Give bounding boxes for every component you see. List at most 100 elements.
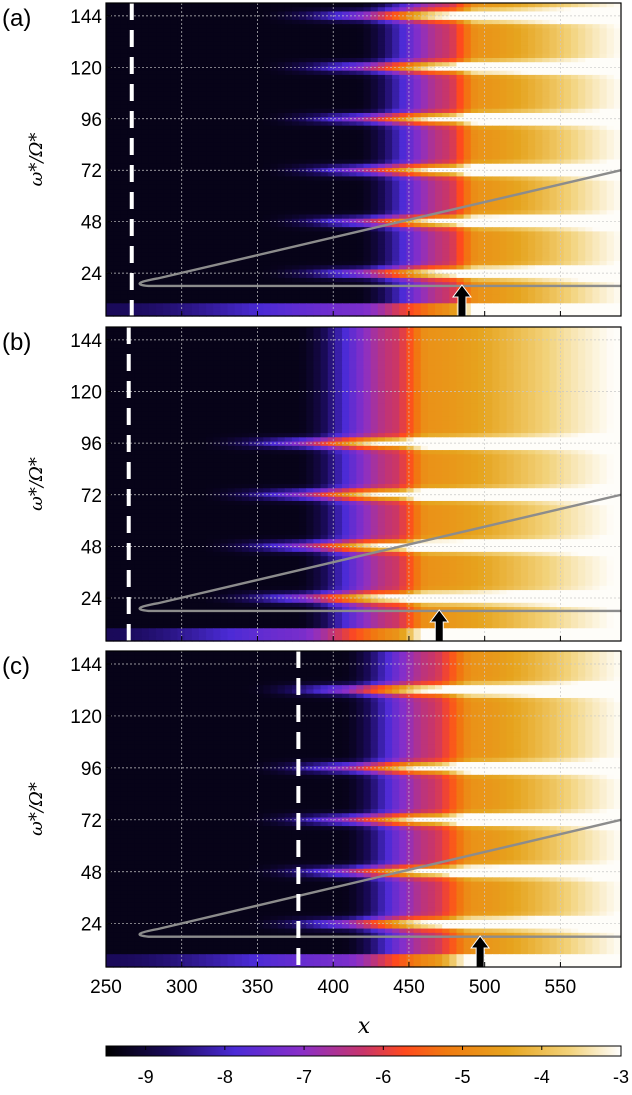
heatmap-cell bbox=[428, 50, 436, 55]
heatmap-cell bbox=[220, 151, 228, 156]
heatmap-cell bbox=[313, 58, 321, 63]
heatmap-cell bbox=[507, 261, 515, 266]
heatmap-cell bbox=[113, 257, 121, 262]
heatmap-cell bbox=[485, 24, 493, 29]
heatmap-cell bbox=[156, 138, 164, 143]
heatmap-cell bbox=[156, 7, 164, 12]
heatmap-cell bbox=[306, 269, 314, 274]
heatmap-cell bbox=[228, 138, 236, 143]
heatmap-cell bbox=[578, 198, 586, 203]
heatmap-cell bbox=[378, 126, 386, 131]
heatmap-cell bbox=[456, 198, 464, 203]
heatmap-cell bbox=[213, 83, 221, 88]
heatmap-cell bbox=[142, 79, 150, 84]
heatmap-cell bbox=[600, 130, 608, 135]
heatmap-cell bbox=[514, 172, 522, 177]
heatmap-cell bbox=[163, 151, 171, 156]
heatmap-cell bbox=[492, 147, 500, 152]
heatmap-cell bbox=[235, 16, 243, 21]
heatmap-cell bbox=[585, 3, 593, 8]
heatmap-cell bbox=[499, 172, 507, 177]
heatmap-cell bbox=[335, 96, 343, 101]
heatmap-cell bbox=[135, 291, 143, 296]
heatmap-cell bbox=[385, 248, 393, 253]
heatmap-cell bbox=[528, 253, 536, 258]
heatmap-cell bbox=[106, 143, 114, 148]
heatmap-cell bbox=[335, 198, 343, 203]
heatmap-cell bbox=[285, 265, 293, 270]
heatmap-cell bbox=[607, 130, 615, 135]
heatmap-cell bbox=[406, 265, 414, 270]
heatmap-cell bbox=[335, 269, 343, 274]
heatmap-cell bbox=[607, 7, 615, 12]
heatmap-cell bbox=[349, 240, 357, 245]
heatmap-cell bbox=[364, 253, 372, 258]
heatmap-cell bbox=[349, 151, 357, 156]
heatmap-cell bbox=[585, 193, 593, 198]
heatmap-cell bbox=[120, 257, 128, 262]
heatmap-cell bbox=[456, 45, 464, 50]
heatmap-cell bbox=[342, 58, 350, 63]
heatmap-cell bbox=[156, 236, 164, 241]
heatmap-cell bbox=[206, 219, 214, 224]
heatmap-cell bbox=[199, 151, 207, 156]
heatmap-cell bbox=[135, 45, 143, 50]
heatmap-cell bbox=[492, 113, 500, 118]
heatmap-cell bbox=[514, 7, 522, 12]
heatmap-cell bbox=[149, 126, 157, 131]
heatmap-cell bbox=[113, 130, 121, 135]
heatmap-cell bbox=[521, 113, 529, 118]
heatmap-cell bbox=[607, 269, 615, 274]
heatmap-cell bbox=[378, 143, 386, 148]
heatmap-cell bbox=[535, 278, 543, 283]
heatmap-cell bbox=[271, 33, 279, 38]
heatmap-cell bbox=[507, 54, 515, 59]
heatmap-cell bbox=[285, 109, 293, 114]
heatmap-cell bbox=[528, 261, 536, 266]
heatmap-cell bbox=[271, 214, 279, 219]
heatmap-cell bbox=[285, 20, 293, 25]
heatmap-cell bbox=[285, 240, 293, 245]
heatmap-cell bbox=[299, 45, 307, 50]
heatmap-cell bbox=[113, 126, 121, 131]
heatmap-cell bbox=[313, 138, 321, 143]
heatmap-cell bbox=[199, 83, 207, 88]
heatmap-cell bbox=[435, 109, 443, 114]
heatmap-cell bbox=[607, 253, 615, 258]
heatmap-cell bbox=[442, 176, 450, 181]
heatmap-cell bbox=[228, 71, 236, 76]
heatmap-cell bbox=[356, 214, 364, 219]
heatmap-cell bbox=[492, 58, 500, 63]
heatmap-cell bbox=[135, 185, 143, 190]
heatmap-cell bbox=[449, 71, 457, 76]
heatmap-cell bbox=[456, 164, 464, 169]
heatmap-cell bbox=[356, 37, 364, 42]
heatmap-cell bbox=[163, 126, 171, 131]
heatmap-cell bbox=[192, 291, 200, 296]
heatmap-cell bbox=[399, 210, 407, 215]
heatmap-cell bbox=[399, 28, 407, 33]
heatmap-cell bbox=[542, 62, 550, 67]
heatmap-cell bbox=[456, 16, 464, 21]
heatmap-cell bbox=[535, 214, 543, 219]
heatmap-cell bbox=[170, 138, 178, 143]
heatmap-cell bbox=[521, 164, 529, 169]
heatmap-cell bbox=[399, 3, 407, 8]
heatmap-cell bbox=[356, 28, 364, 33]
heatmap-cell bbox=[356, 121, 364, 126]
heatmap-cell bbox=[421, 274, 429, 279]
heatmap-cell bbox=[485, 172, 493, 177]
heatmap-cell bbox=[414, 185, 422, 190]
heatmap-cell bbox=[199, 240, 207, 245]
heatmap-cell bbox=[170, 92, 178, 97]
heatmap-cell bbox=[313, 113, 321, 118]
heatmap-cell bbox=[542, 147, 550, 152]
heatmap-cell bbox=[514, 223, 522, 228]
heatmap-cell bbox=[485, 248, 493, 253]
heatmap-cell bbox=[456, 214, 464, 219]
heatmap-cell bbox=[163, 75, 171, 80]
heatmap-cell bbox=[285, 117, 293, 122]
heatmap-cell bbox=[507, 92, 515, 97]
heatmap-cell bbox=[385, 83, 393, 88]
heatmap-cell bbox=[406, 172, 414, 177]
